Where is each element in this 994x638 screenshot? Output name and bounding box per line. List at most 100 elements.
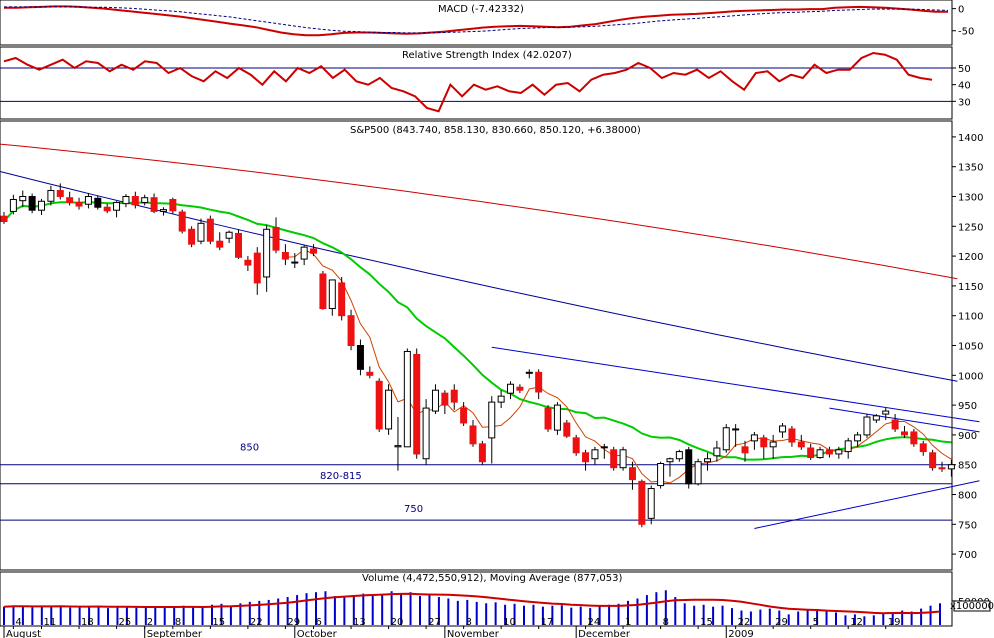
volume-title: Volume (4,472,550,912), Moving Average (… [362, 573, 622, 584]
candle-body [788, 428, 796, 443]
price-tick-label: 750 [958, 520, 977, 531]
candle-body [469, 425, 477, 445]
candle-body [732, 428, 740, 431]
candle-body [216, 240, 224, 248]
candle-body [694, 461, 702, 485]
candle-body [197, 222, 205, 242]
candle-body [582, 452, 590, 463]
candle-body [38, 200, 46, 211]
ma-longest-line [0, 143, 958, 280]
x-axis: 4 11 18 25 2 8 15 22 29 6 13 20 27 3 10 17 24 1 8 15 22 29 5 12… [3, 617, 901, 638]
candle-body [713, 447, 721, 457]
x-day-label: 25 [119, 617, 132, 628]
candle-body [310, 248, 318, 254]
price-tick-label: 1200 [958, 252, 983, 263]
ma-mid-line [3, 201, 952, 461]
candle-body [647, 488, 655, 519]
candle-body [844, 440, 852, 453]
x-month-label: December [578, 629, 631, 638]
x-day-label: 8 [175, 617, 181, 628]
price-overlays: 850 820-815 750 [0, 143, 980, 529]
candle-body [572, 437, 580, 454]
volume-bars [3, 590, 941, 625]
x-month-label: 2009 [728, 629, 753, 638]
candle-body [75, 201, 83, 207]
ma-long-line [0, 171, 958, 382]
candle-body [769, 441, 777, 448]
level-label-850: 850 [240, 443, 259, 454]
candle-body [272, 226, 280, 251]
price-tick-label: 1100 [958, 312, 983, 323]
rsi-title: Relative Strength Index (42.0207) [402, 50, 572, 61]
candle-body [375, 380, 383, 430]
candle-body [0, 215, 8, 223]
volume-panel: Volume (4,472,550,912), Moving Average (… [0, 571, 994, 627]
price-tick-label: 1400 [958, 133, 983, 144]
rsi-tick-label: 30 [958, 97, 971, 108]
candle-body [685, 449, 693, 485]
candle-body [854, 434, 862, 442]
candle-body [347, 315, 355, 347]
candle-body [431, 389, 439, 412]
volume-unit-label: x100000 [950, 601, 994, 612]
candle-body [84, 196, 92, 205]
x-day-label: 15 [212, 617, 225, 628]
candle-body [356, 345, 364, 370]
rsi-frame [0, 46, 953, 120]
candle-body [657, 463, 665, 487]
x-day-label: 5 [813, 617, 819, 628]
level-label-820-815: 820-815 [320, 471, 362, 482]
macd-tick-label: 0 [958, 5, 964, 16]
x-day-label: 2 [147, 617, 153, 628]
candle-body [628, 467, 636, 481]
candle-body [478, 443, 486, 463]
candle-body [741, 446, 749, 454]
price-title: S&P500 (843.740, 858.130, 830.660, 850.1… [350, 125, 641, 136]
candle-body [338, 282, 346, 317]
candle-body [675, 451, 683, 460]
candle-body [891, 419, 899, 430]
x-day-label: 15 [700, 617, 713, 628]
rsi-lines [3, 51, 933, 113]
macd-frame [0, 0, 953, 46]
candle-body [910, 431, 918, 445]
candle-body [94, 197, 102, 208]
x-day-label: 13 [353, 617, 366, 628]
candle-body [169, 198, 177, 212]
candle-body [122, 196, 130, 205]
rsi-panel: Relative Strength Index (42.0207) 50 40 30 [0, 46, 971, 120]
candle-body [281, 252, 289, 260]
x-day-label: 17 [541, 617, 554, 628]
candle-body [760, 437, 768, 448]
x-day-label: 12 [850, 617, 863, 628]
price-panel: S&P500 (843.740, 858.130, 830.660, 850.1… [0, 120, 983, 571]
x-month-label: September [147, 629, 203, 638]
candle-body [206, 218, 214, 242]
price-tick-label: 1150 [958, 282, 983, 293]
x-day-label: 29 [287, 617, 300, 628]
x-day-label: 10 [503, 617, 516, 628]
candle-body [882, 410, 890, 415]
candle-body [366, 371, 374, 376]
macd-lines [4, 5, 949, 37]
price-tick-label: 1050 [958, 342, 983, 353]
trendline [754, 480, 980, 529]
x-day-label: 6 [316, 617, 322, 628]
price-tick-label: 900 [958, 431, 977, 442]
price-tick-label: 1000 [958, 371, 983, 382]
x-day-label: 19 [888, 617, 901, 628]
rsi-tick-label: 50 [958, 64, 971, 75]
candle-body [610, 449, 618, 469]
candle-body [47, 190, 55, 202]
rsi-y-axis: 50 40 30 [0, 64, 971, 108]
candle-body [19, 196, 27, 202]
candle-body [872, 415, 880, 421]
macd-series-line [4, 5, 948, 37]
candle-body [263, 228, 271, 278]
candle-body [779, 425, 787, 433]
price-candles [0, 183, 955, 528]
x-day-label: 4 [15, 617, 21, 628]
candle-body [460, 407, 468, 424]
candle-body [141, 197, 149, 203]
x-day-label: 1 [625, 617, 631, 628]
